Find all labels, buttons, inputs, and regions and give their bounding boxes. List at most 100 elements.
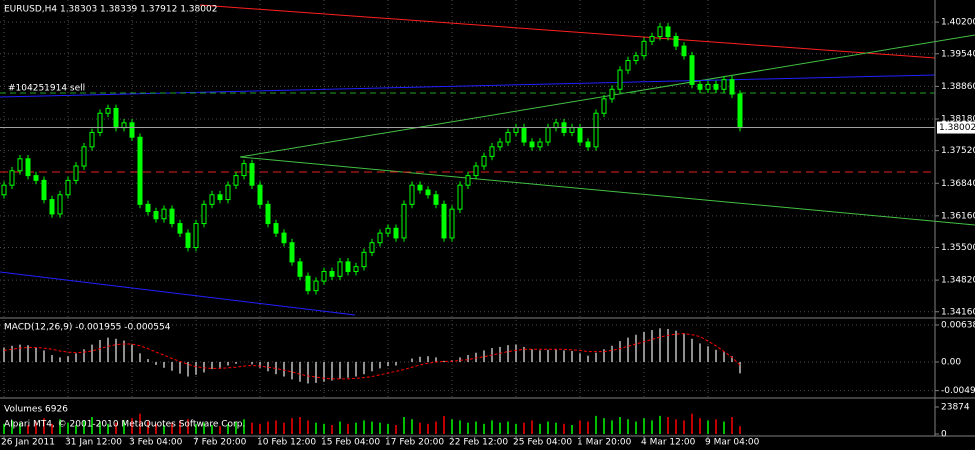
candle-body <box>137 136 143 205</box>
y-tick-label: 1.36840 <box>941 179 975 189</box>
y-tick-label: 1.36160 <box>941 211 975 221</box>
x-tick-label: 7 Feb 20:00 <box>193 438 247 448</box>
candle-body <box>329 270 335 277</box>
candle-body <box>169 208 175 225</box>
candle-body <box>641 40 647 57</box>
candle-body <box>569 127 575 133</box>
candle-body <box>489 146 495 157</box>
trendline <box>199 4 936 59</box>
candle-body <box>297 261 303 277</box>
candle-body <box>57 194 63 215</box>
trendline <box>239 156 975 226</box>
y-tick-label: 23874 <box>941 403 970 413</box>
candle-body <box>233 175 239 186</box>
candle-body <box>17 158 23 172</box>
candle-body <box>433 194 439 205</box>
candle-body <box>193 223 199 249</box>
chart-title: EURUSD,H4 1.38303 1.38339 1.37912 1.3800… <box>4 5 217 15</box>
candle-body <box>249 163 255 186</box>
y-tick-label: 0.00 <box>941 358 961 368</box>
x-tick-label: 1 Mar 20:00 <box>577 438 632 448</box>
candle-body <box>369 242 375 253</box>
candle-body <box>153 211 159 220</box>
candle-body <box>737 93 743 129</box>
candle-body <box>665 26 671 38</box>
candle-body <box>313 280 319 292</box>
candle-body <box>401 203 407 239</box>
y-tick-label: -0.00493 <box>941 386 975 396</box>
candle-body <box>577 127 583 143</box>
candle-body <box>89 131 95 148</box>
candle-body <box>129 122 135 138</box>
candle-body <box>457 184 463 210</box>
candle-body <box>201 203 207 225</box>
x-tick-label: 26 Jan 2011 <box>1 438 55 448</box>
y-tick-label: 1.39540 <box>941 49 975 59</box>
candle-body <box>73 165 79 181</box>
candle-body <box>81 146 87 167</box>
macd-title: MACD(12,26,9) -0.001955 -0.000554 <box>4 323 171 333</box>
candle-body <box>713 83 719 90</box>
candle-body <box>409 184 415 205</box>
candle-body <box>385 227 391 234</box>
candle-body <box>241 163 247 177</box>
candle-body <box>9 170 15 186</box>
candle-body <box>513 127 519 133</box>
candle-body <box>281 232 287 244</box>
candle-body <box>161 208 167 220</box>
candle-body <box>697 83 703 90</box>
candle-body <box>337 261 343 277</box>
trendline <box>239 34 975 158</box>
x-tick-label: 17 Feb 20:00 <box>385 438 444 448</box>
candle-body <box>681 45 687 57</box>
y-tick-label: 1.35500 <box>941 243 975 253</box>
x-tick-label: 22 Feb 12:00 <box>449 438 508 448</box>
y-tick-label: 1.38860 <box>941 82 975 92</box>
x-tick-label: 9 Mar 04:00 <box>705 438 760 448</box>
y-tick-label: 1.37520 <box>941 146 975 156</box>
candle-body <box>393 227 399 239</box>
candle-body <box>721 79 727 90</box>
candle-body <box>425 189 431 196</box>
candle-body <box>617 69 623 90</box>
channel-line <box>0 271 356 316</box>
y-tick-label: 1.40200 <box>941 18 975 28</box>
candle-body <box>497 141 503 148</box>
x-tick-label: 31 Jan 12:00 <box>65 438 122 448</box>
footer: Alpari MT4, © 2001-2010 MetaQuotes Softw… <box>4 420 245 430</box>
order-label: #104251914 sell <box>8 84 85 94</box>
last-price-label: 1.38002 <box>939 123 975 133</box>
candle-body <box>705 83 711 90</box>
candle-body <box>345 261 351 272</box>
x-tick-label: 4 Mar 12:00 <box>641 438 696 448</box>
candle-body <box>657 26 663 38</box>
candle-body <box>273 223 279 234</box>
y-tick-label: 0 <box>941 430 947 440</box>
candle-body <box>673 36 679 47</box>
candle-body <box>145 203 151 213</box>
candle-body <box>121 122 127 129</box>
candle-body <box>321 270 327 282</box>
y-tick-label: 1.34820 <box>941 276 975 286</box>
candle-body <box>257 184 263 205</box>
candle-body <box>377 232 383 244</box>
candle-body <box>649 36 655 42</box>
x-tick-label: 3 Feb 04:00 <box>129 438 183 448</box>
candle-body <box>41 179 47 201</box>
candle-body <box>625 60 631 71</box>
candle-body <box>545 127 551 143</box>
candle-body <box>113 107 119 129</box>
candle-body <box>633 55 639 62</box>
x-tick-label: 15 Feb 04:00 <box>321 438 380 448</box>
candle-body <box>353 266 359 272</box>
candle-body <box>361 251 367 268</box>
candle-body <box>729 79 735 95</box>
candle-body <box>609 88 615 100</box>
plot <box>0 23 935 434</box>
x-tick-label: 25 Feb 04:00 <box>513 438 572 448</box>
candle-body <box>25 158 31 177</box>
candle-body <box>177 223 183 234</box>
